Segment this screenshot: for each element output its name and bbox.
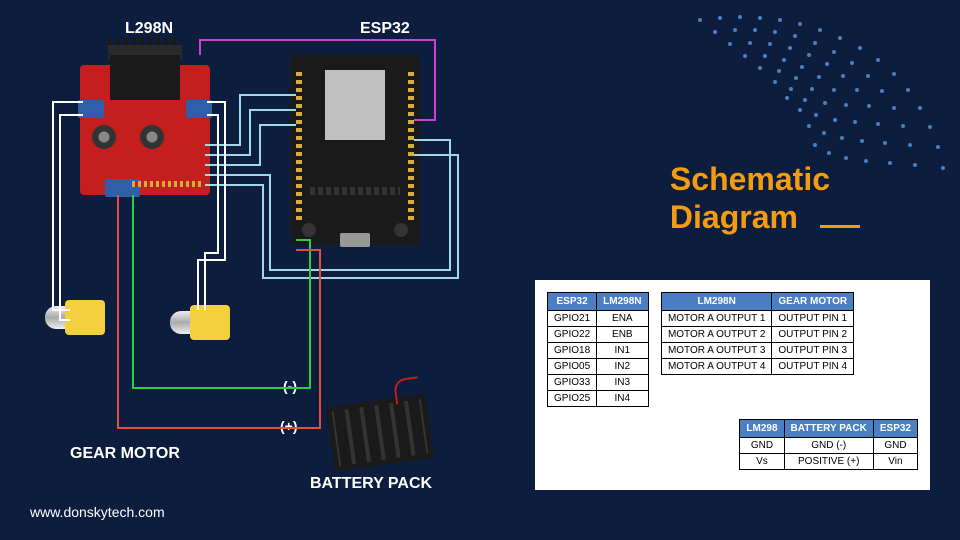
- l298n-label: L298N: [125, 20, 173, 38]
- gear-motor-label: GEAR MOTOR: [70, 445, 180, 463]
- negative-label: (-): [283, 378, 297, 394]
- dots-decoration: [560, 0, 960, 180]
- positive-label: (+): [280, 418, 298, 434]
- l298n-component: [80, 65, 210, 195]
- battery-pack-component: [326, 393, 434, 471]
- gear-motor-2: [170, 305, 230, 340]
- battery-pack-label: BATTERY PACK: [310, 475, 432, 493]
- gear-motor-1: [45, 300, 105, 335]
- table-power: LM298 BATTERY PACK ESP32 GNDGND (-)GNDVs…: [739, 419, 918, 470]
- esp32-component: [290, 55, 420, 245]
- esp32-label: ESP32: [360, 20, 410, 38]
- page-title: Schematic Diagram: [670, 160, 830, 237]
- table-esp32-lm298n: ESP32 LM298N GPIO21ENAGPIO22ENBGPIO18IN1…: [547, 292, 649, 407]
- website-url: www.donskytech.com: [30, 504, 165, 520]
- pin-tables-panel: ESP32 LM298N GPIO21ENAGPIO22ENBGPIO18IN1…: [535, 280, 930, 490]
- table-lm298n-motor: LM298N GEAR MOTOR MOTOR A OUTPUT 1OUTPUT…: [661, 292, 854, 375]
